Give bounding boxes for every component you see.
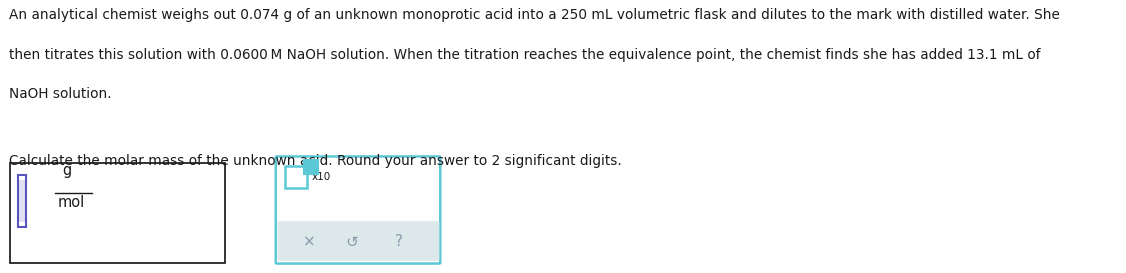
Text: NaOH solution.: NaOH solution. — [9, 87, 111, 101]
Text: ?: ? — [395, 235, 403, 250]
FancyBboxPatch shape — [276, 156, 440, 263]
Text: Calculate the molar mass of the unknown acid. Round your answer to 2 significant: Calculate the molar mass of the unknown … — [9, 154, 622, 168]
Text: ↺: ↺ — [346, 235, 358, 250]
FancyBboxPatch shape — [10, 163, 225, 263]
FancyBboxPatch shape — [304, 160, 318, 174]
Text: x10: x10 — [312, 172, 331, 182]
Text: then titrates this solution with 0.0600 M NaOH solution. When the titration reac: then titrates this solution with 0.0600 … — [9, 48, 1040, 62]
Text: mol: mol — [59, 195, 86, 210]
FancyBboxPatch shape — [285, 166, 307, 188]
FancyBboxPatch shape — [278, 221, 439, 261]
Text: ×: × — [303, 235, 315, 250]
Text: g: g — [62, 163, 71, 178]
FancyBboxPatch shape — [18, 175, 26, 227]
FancyBboxPatch shape — [19, 180, 25, 222]
Text: An analytical chemist weighs out 0.074 g of an unknown monoprotic acid into a 25: An analytical chemist weighs out 0.074 g… — [9, 8, 1060, 22]
